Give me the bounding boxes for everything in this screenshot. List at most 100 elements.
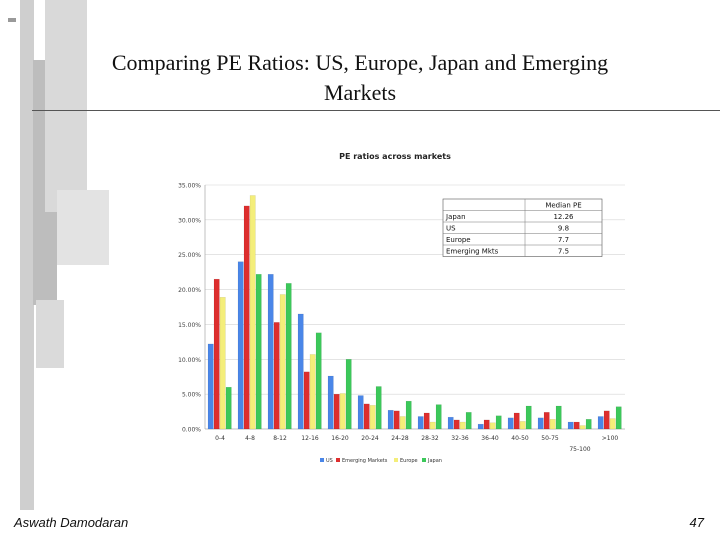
bar <box>237 261 244 430</box>
bar <box>387 409 394 430</box>
x-tick-label: 36-40 <box>481 435 499 442</box>
legend-swatch <box>422 458 426 462</box>
bar <box>483 419 490 430</box>
bar <box>513 412 520 430</box>
bar <box>507 417 514 430</box>
bar <box>525 405 532 430</box>
legend-label: Emerging Markets <box>342 458 388 464</box>
y-tick-label: 15.00% <box>178 322 201 329</box>
legend-swatch <box>394 458 398 462</box>
legend-label: Europe <box>400 458 418 464</box>
bar <box>543 412 550 430</box>
x-tick-label: 12-16 <box>301 435 319 442</box>
decor-bar-6 <box>8 18 16 22</box>
bar <box>333 393 340 430</box>
x-tick-label: 0-4 <box>215 435 225 442</box>
x-tick-label: 24-28 <box>391 435 409 442</box>
table-market: Japan <box>445 213 466 221</box>
bar <box>369 405 376 430</box>
y-tick-label: 25.00% <box>178 252 201 259</box>
bar <box>453 419 460 430</box>
bar <box>597 416 604 430</box>
table-header: Median PE <box>545 202 581 210</box>
x-tick-label: >100 <box>602 435 619 442</box>
bar <box>435 404 442 430</box>
x-tick-label: 50-75 <box>541 435 559 442</box>
bar <box>357 395 364 430</box>
x-tick-label: 16-20 <box>331 435 349 442</box>
bar <box>339 393 346 430</box>
bar <box>537 417 544 430</box>
bar <box>573 421 580 430</box>
bar <box>309 354 316 430</box>
legend-label: US <box>326 458 333 464</box>
bar <box>219 297 226 430</box>
bar <box>249 195 256 430</box>
bar <box>489 422 496 430</box>
x-axis-ticks: 0-4 4-8 8-12 12-16 16-20 20-24 24-28 28-32 32-36… <box>215 435 618 453</box>
bar <box>585 419 592 430</box>
decor-bar-4 <box>57 190 109 265</box>
x-tick-label: 20-24 <box>361 435 379 442</box>
legend: US Emerging Markets Europe Japan <box>320 458 442 464</box>
decor-bar-3 <box>45 0 87 212</box>
table-frame <box>442 198 603 257</box>
chart-title: PE ratios across markets <box>339 152 451 161</box>
y-axis-ticks: 0.00% 5.00% 10.00% 15.00% 20.00% 25.00% 30.00%… <box>178 183 201 434</box>
bar <box>405 400 412 430</box>
bar <box>447 416 454 430</box>
y-tick-label: 5.00% <box>182 392 201 399</box>
x-tick-label: 8-12 <box>273 435 287 442</box>
bar <box>225 386 232 430</box>
bar <box>567 421 574 430</box>
bar <box>549 419 556 430</box>
y-tick-label: 10.00% <box>178 357 201 364</box>
table-market: Emerging Mkts <box>446 248 499 256</box>
bar <box>423 412 430 430</box>
bar <box>327 375 334 430</box>
bar <box>243 205 250 430</box>
y-tick-label: 20.00% <box>178 287 201 294</box>
y-tick-label: 30.00% <box>178 217 201 224</box>
bar <box>393 410 400 430</box>
y-tick-label: 35.00% <box>178 183 201 190</box>
bar <box>255 274 262 430</box>
x-tick-label: 4-8 <box>245 435 255 442</box>
x-tick-label: 28-32 <box>421 435 439 442</box>
decor-bar-1 <box>20 0 34 510</box>
bar <box>285 283 292 430</box>
decor-bar-5 <box>36 300 64 368</box>
bar <box>519 421 526 430</box>
bar <box>609 418 616 430</box>
bar <box>555 405 562 430</box>
table-market: US <box>446 225 456 233</box>
legend-swatch <box>336 458 340 462</box>
bar <box>429 421 436 430</box>
bar <box>213 278 220 430</box>
bar <box>465 412 472 430</box>
x-tick-label: 75-100 <box>569 446 590 453</box>
x-tick-label: 40-50 <box>511 435 529 442</box>
bar <box>477 423 484 430</box>
bar <box>363 403 370 430</box>
bar <box>279 294 286 430</box>
slide-title: Comparing PE Ratios: US, Europe, Japan a… <box>111 50 609 105</box>
author-name: Aswath Damodaran <box>14 515 129 530</box>
title-divider <box>32 110 720 111</box>
y-tick-label: 0.00% <box>182 427 201 434</box>
table-market: Europe <box>446 236 471 244</box>
page-number: 47 <box>689 515 704 530</box>
bar <box>459 421 466 430</box>
bar <box>495 415 502 430</box>
bar <box>417 416 424 430</box>
pe-ratio-chart: PE ratios across markets 0.00% 5.00% 10.00… <box>178 152 625 464</box>
bar <box>345 359 352 430</box>
legend-label: Japan <box>427 458 442 464</box>
bar <box>315 332 322 430</box>
bar <box>579 425 586 430</box>
table-median-pe: 7.7 <box>558 236 569 244</box>
bar <box>297 313 304 430</box>
bar <box>603 410 610 430</box>
bar <box>303 371 310 430</box>
x-tick-label: 32-36 <box>451 435 469 442</box>
